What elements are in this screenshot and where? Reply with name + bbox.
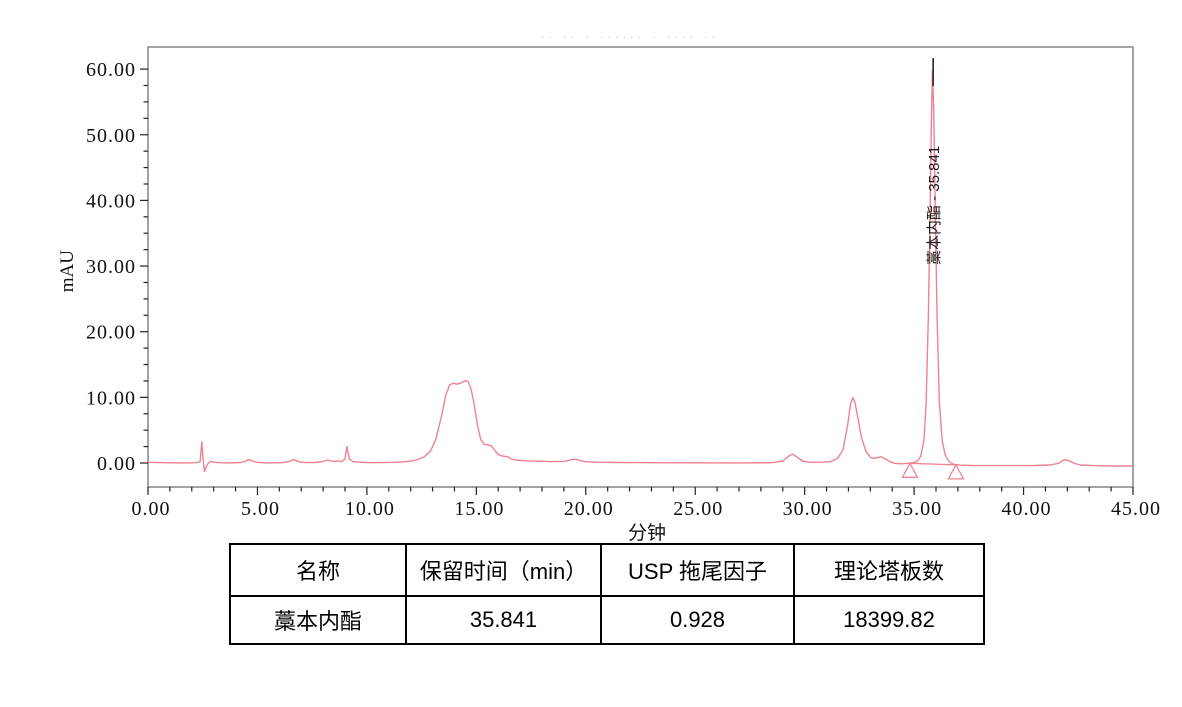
peak-results-table: 名称 保留时间（min） USP 拖尾因子 理论塔板数 藁本内酯 35.841 … bbox=[229, 543, 985, 645]
x-tick-label: 10.00 bbox=[345, 498, 395, 520]
trace-line bbox=[147, 69, 1133, 473]
table-row: 藁本内酯 35.841 0.928 18399.82 bbox=[229, 595, 985, 645]
integration-start-triangle bbox=[901, 461, 919, 478]
integration-end-triangle bbox=[947, 463, 965, 480]
header-name: 名称 bbox=[229, 543, 407, 597]
header-theoretical-plates: 理论塔板数 bbox=[793, 543, 985, 597]
y-tick-label: 60.00 bbox=[86, 59, 136, 81]
cell-usp-tailing: 0.928 bbox=[600, 595, 795, 645]
plot-area-border bbox=[147, 46, 1134, 488]
cell-theoretical-plates: 18399.82 bbox=[793, 595, 985, 645]
table-header-row: 名称 保留时间（min） USP 拖尾因子 理论塔板数 bbox=[229, 543, 985, 597]
x-tick-label: 30.00 bbox=[783, 498, 833, 520]
x-tick-label: 0.00 bbox=[132, 498, 171, 520]
header-retention-time: 保留时间（min） bbox=[405, 543, 602, 597]
x-tick-label: 25.00 bbox=[673, 498, 723, 520]
y-tick-label: 20.00 bbox=[86, 322, 136, 344]
y-axis-title: mAU bbox=[57, 250, 78, 293]
x-tick-label: 45.00 bbox=[1111, 498, 1161, 520]
x-tick-label: 15.00 bbox=[454, 498, 504, 520]
y-tick-label: 30.00 bbox=[86, 256, 136, 278]
x-tick-label: 40.00 bbox=[1002, 498, 1052, 520]
x-axis-title: 分钟 bbox=[628, 523, 667, 544]
header-usp-tailing: USP 拖尾因子 bbox=[600, 543, 795, 597]
chromatogram-chart: 0.00 5.00 10.00 15.00 20.00 25.00 30.00 35.00 40… bbox=[86, 46, 1161, 520]
cell-retention-time: 35.841 bbox=[405, 595, 602, 645]
x-tick-label: 5.00 bbox=[241, 498, 280, 520]
y-tick-label: 50.00 bbox=[86, 125, 136, 147]
peak-label: 藁本内酯 - 35.841 bbox=[926, 146, 943, 265]
x-tick-label: 20.00 bbox=[564, 498, 614, 520]
y-tick-label: 0.00 bbox=[97, 453, 136, 475]
y-tick-label: 10.00 bbox=[86, 387, 136, 409]
integration-baseline bbox=[909, 462, 956, 466]
cell-name: 藁本内酯 bbox=[229, 595, 407, 645]
cropped-header-text: .. .. . ...... . .... .. bbox=[540, 31, 719, 41]
x-tick-label: 35.00 bbox=[892, 498, 942, 520]
y-tick-label: 40.00 bbox=[86, 190, 136, 212]
